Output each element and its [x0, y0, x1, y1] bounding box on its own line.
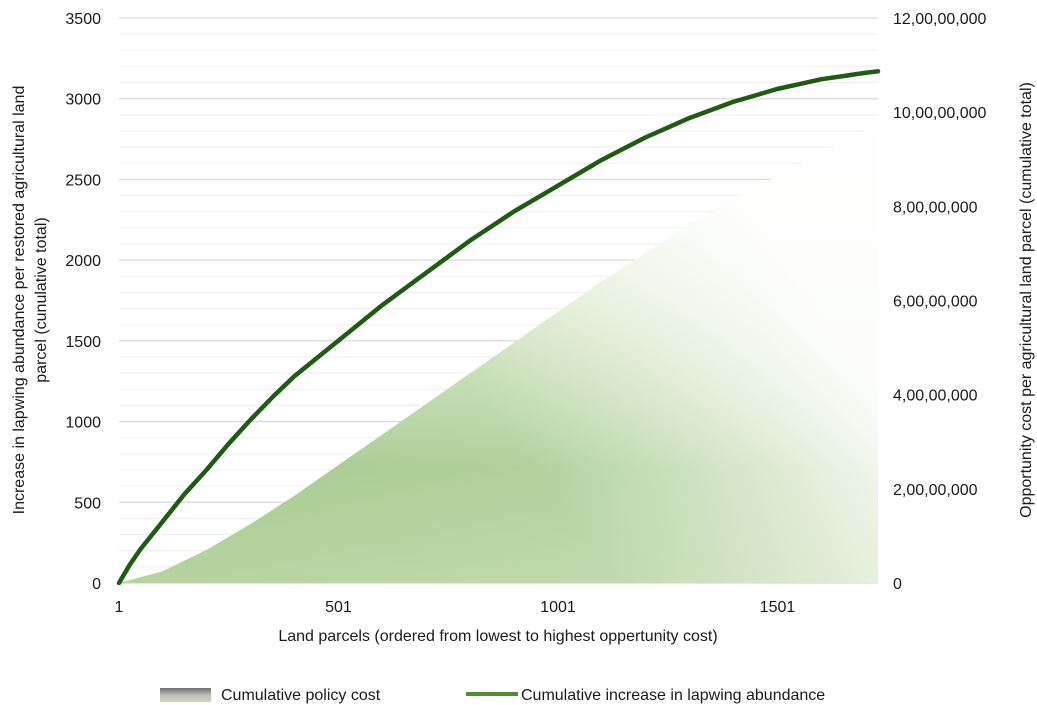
right-axis-title: Opportunity cost per agricultural land p… — [1018, 82, 1035, 518]
lapwing-abundance-line — [116, 69, 881, 586]
left-tick-label: 3000 — [65, 92, 101, 109]
left-tick-label: 2500 — [65, 172, 101, 189]
left-axis-ticks: 0 500 1000 1500 2000 2500 3000 3500 — [65, 11, 101, 593]
legend-label-lapwing: Cumulative increase in lapwing abundance — [521, 687, 825, 704]
x-tick-label: 1 — [115, 599, 124, 616]
x-tick-label: 1501 — [760, 599, 796, 616]
x-axis-ticks: 1 501 1001 1501 — [115, 599, 796, 616]
left-tick-label: 500 — [74, 495, 101, 512]
left-tick-label: 1500 — [65, 334, 101, 351]
right-tick-label: 8,00,00,000 — [893, 199, 978, 216]
right-axis-ticks: 0 2,00,00,000 4,00,00,000 6,00,00,000 8,00,0… — [893, 11, 987, 593]
x-axis-title: Land parcels (ordered from lowest to hig… — [278, 628, 717, 645]
legend-swatch-policy-cost — [160, 688, 211, 702]
left-axis-title-line2: parcel (cunulative total) — [33, 217, 50, 382]
left-tick-label: 0 — [92, 576, 101, 593]
policy-cost-area-layer — [119, 121, 878, 583]
right-tick-label: 0 — [893, 576, 902, 593]
legend: Cumulative policy cost Cumulative increa… — [160, 687, 825, 704]
right-tick-label: 4,00,00,000 — [893, 388, 978, 405]
right-tick-label: 10,00,00,000 — [893, 105, 987, 122]
left-tick-label: 3500 — [65, 11, 101, 28]
left-axis-title-line1: Increase in lapwing abundance per restor… — [11, 86, 28, 515]
lapwing-line-layer — [116, 69, 881, 586]
legend-label-policy-cost: Cumulative policy cost — [221, 687, 381, 704]
right-tick-label: 6,00,00,000 — [893, 294, 978, 311]
left-tick-label: 2000 — [65, 253, 101, 270]
right-tick-label: 12,00,00,000 — [893, 11, 987, 28]
x-tick-label: 1001 — [540, 599, 576, 616]
left-tick-label: 1000 — [65, 415, 101, 432]
right-tick-label: 2,00,00,000 — [893, 482, 978, 499]
policy-cost-area-highlight — [119, 121, 878, 583]
x-tick-label: 501 — [325, 599, 352, 616]
